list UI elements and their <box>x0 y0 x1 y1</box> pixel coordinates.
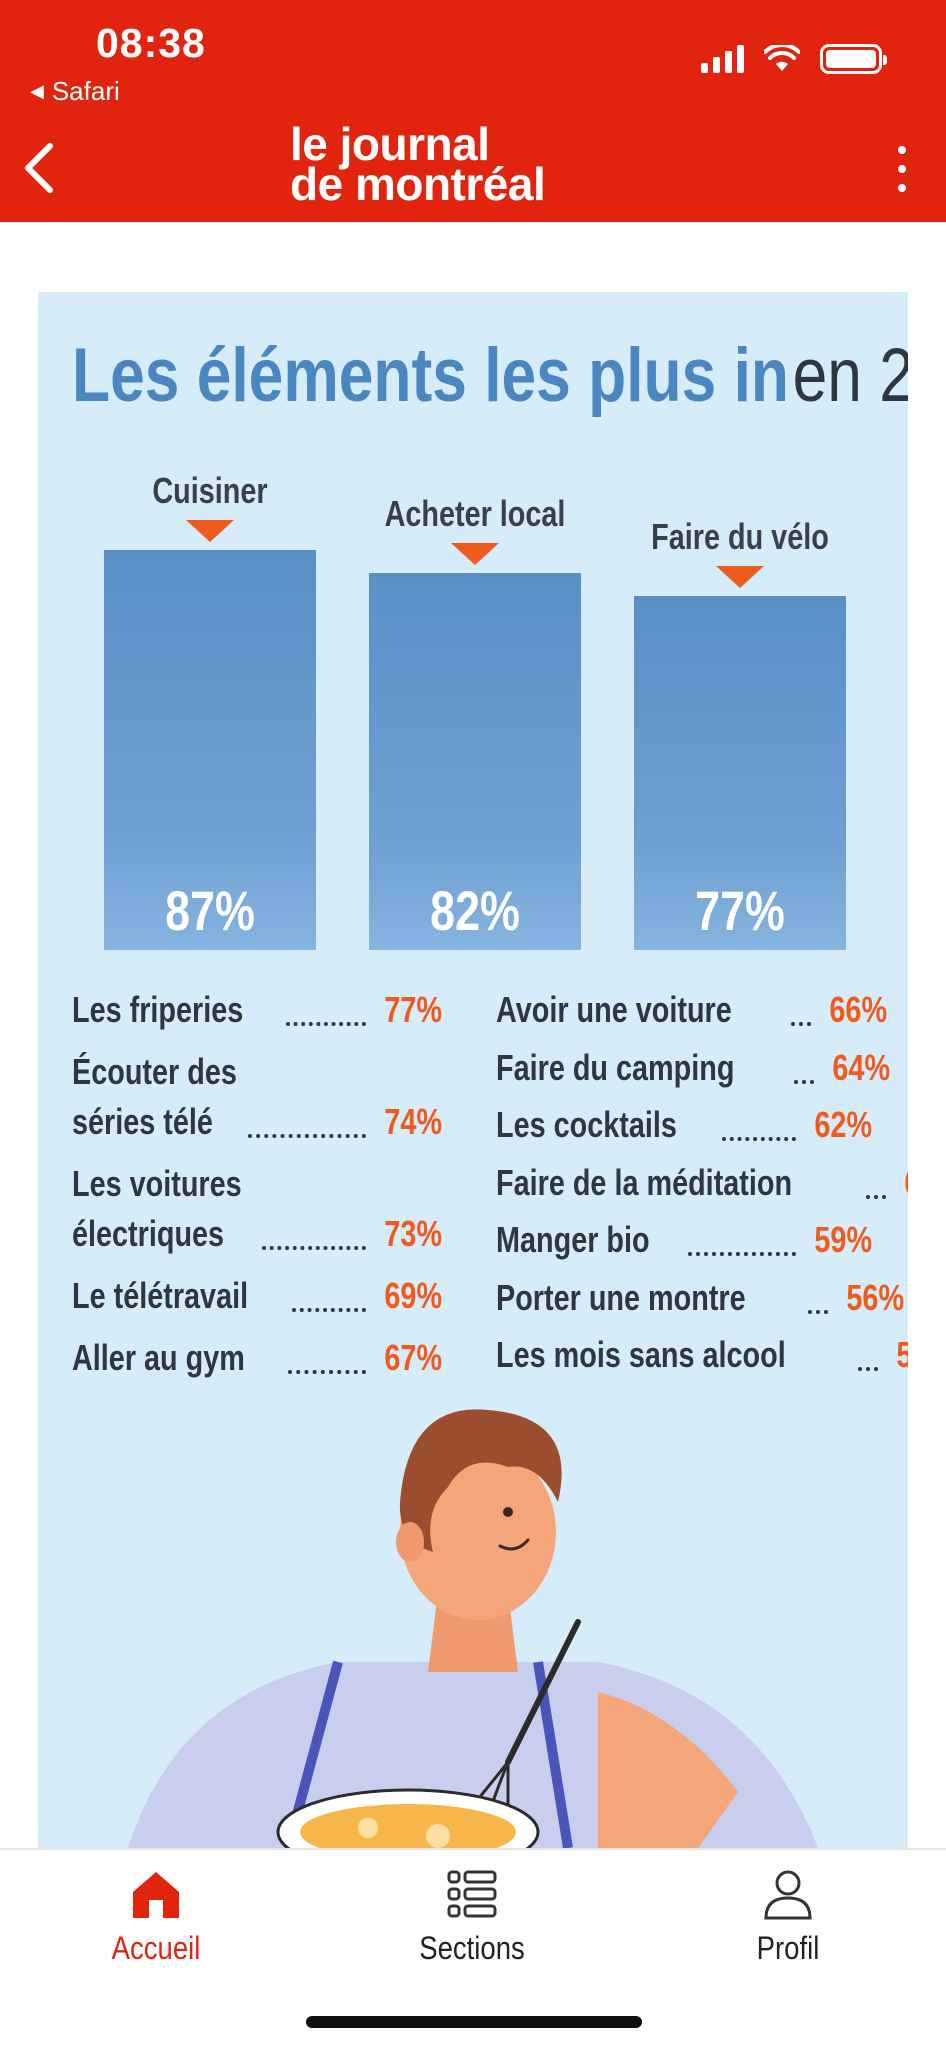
left-ranking-list: Les friperies 77% Écouter des séries télé 74… <box>72 292 442 1392</box>
leader-dots <box>262 1246 366 1250</box>
leader-dots <box>688 1252 796 1256</box>
list-item-value: 74% <box>384 1101 442 1142</box>
cook-illustration <box>128 1409 818 1848</box>
list-item: électriques 73% <box>72 1206 442 1262</box>
cellular-signal-icon <box>701 45 744 73</box>
list-item-label-line1: Écouter des <box>72 1051 237 1092</box>
bar-arrow-icon <box>716 566 764 588</box>
list-item-label: Avoir une voiture <box>496 989 732 1030</box>
infographic-title: Les éléments les plus in en 2024 <box>72 332 908 419</box>
sections-list-icon <box>447 1870 497 1918</box>
leader-dots <box>292 1308 366 1312</box>
list-item-label: électriques <box>72 1213 225 1254</box>
list-item: Avoir une voiture 66% <box>496 982 887 1038</box>
list-item-label: Faire de la méditation <box>496 1161 793 1203</box>
bar-value-label: 87% <box>165 879 255 942</box>
list-item-value: 56% <box>897 1327 908 1383</box>
list-item-value: 69% <box>384 1275 442 1316</box>
logo-line-2: de montréal <box>290 158 546 210</box>
leader-dots <box>790 1022 811 1026</box>
tab-accueil-label: Accueil <box>111 1930 201 1966</box>
list-item-line: Les voitures <box>72 1156 442 1212</box>
list-item-label: Les cocktails <box>496 1104 677 1145</box>
tab-sections-label: Sections <box>419 1930 525 1966</box>
tab-profil-label: Profil <box>756 1930 820 1966</box>
list-item-label: Le télétravail <box>72 1275 249 1316</box>
leader-dots <box>286 1022 366 1026</box>
top-header: 08:38 ◀ Safari le journal de montréal <box>0 0 946 222</box>
logo-line-1: le journal <box>290 118 490 170</box>
list-item: Les friperies 77% <box>72 982 442 1038</box>
bar-category-label: Acheter local <box>384 493 566 534</box>
leader-dots <box>288 1370 366 1374</box>
bar-1 <box>104 550 316 950</box>
list-item-value: 56% <box>846 1276 905 1318</box>
list-item-line: Écouter des <box>72 1044 442 1100</box>
list-item: Le télétravail 69% <box>72 1268 442 1324</box>
leader-dots <box>866 1194 887 1199</box>
list-item-label: Faire du camping <box>496 1046 735 1088</box>
profile-icon <box>764 1870 812 1920</box>
bar-arrow-icon <box>186 520 234 542</box>
list-item-label: Manger bio <box>496 1219 650 1260</box>
list-item: Aller au gym 67% <box>72 1330 442 1386</box>
leader-dots <box>808 1309 829 1314</box>
list-item-value: 62% <box>814 1104 872 1145</box>
tab-sections[interactable]: Sections <box>372 1868 572 1967</box>
back-chevron-icon[interactable] <box>20 138 60 198</box>
leader-dots <box>858 1367 879 1371</box>
status-time: 08:38 <box>96 20 206 66</box>
list-item-label: Les mois sans alcool <box>496 1334 786 1375</box>
list-item-value: 64% <box>832 1046 891 1088</box>
list-item: séries télé 74% <box>72 1094 442 1150</box>
tab-profil[interactable]: Profil <box>688 1868 888 1967</box>
bar-category-label: Faire du vélo <box>651 516 829 557</box>
list-item: Les cocktails 62% <box>496 1097 872 1153</box>
list-item-label: séries télé <box>72 1101 213 1142</box>
bottom-tab-bar: Accueil Sections Profil <box>0 1848 946 2048</box>
tab-accueil[interactable]: Accueil <box>56 1868 256 1967</box>
right-ranking-list: Avoir une voiture 66% Faire du camping 64% L… <box>496 292 908 1392</box>
leader-dots <box>794 1079 815 1084</box>
back-app-label: Safari <box>51 76 120 106</box>
list-item: Faire du camping 64% <box>496 1040 890 1096</box>
bar-value-label: 82% <box>430 879 520 942</box>
list-item: Faire de la méditation 61% <box>496 1155 908 1211</box>
wifi-icon <box>764 45 800 71</box>
back-to-safari-link[interactable]: ◀ Safari <box>30 76 120 107</box>
list-item-label-line1: Les voitures <box>72 1163 242 1204</box>
list-item-value: 73% <box>384 1213 442 1254</box>
bar-value-label: 77% <box>695 879 785 942</box>
home-indicator[interactable] <box>306 2016 642 2028</box>
list-item-value: 59% <box>814 1219 872 1260</box>
title-main: Les éléments les plus in <box>72 333 789 418</box>
list-item-label: Aller au gym <box>72 1337 245 1378</box>
newspaper-logo[interactable]: le journal de montréal <box>290 118 670 210</box>
list-item: Porter une montre 56% <box>496 1270 904 1326</box>
bar-category-label: Cuisiner <box>152 470 268 511</box>
bar-2 <box>369 573 581 950</box>
leader-dots <box>722 1137 796 1141</box>
list-item-value: 77% <box>384 989 442 1030</box>
infographic-panel: Les éléments les plus in en 2024 87% Cuis… <box>38 292 908 1848</box>
leader-dots <box>248 1134 366 1138</box>
list-item-label: Les friperies <box>72 989 244 1030</box>
more-options-icon[interactable] <box>896 146 908 192</box>
title-year: en 2024 <box>792 333 908 418</box>
list-item-value: 61% <box>905 1155 908 1211</box>
top3-bar-chart: 87% Cuisiner 82% Acheter local 77% Faire du v… <box>38 292 908 992</box>
list-item: Les mois sans alcool 56% <box>496 1327 908 1383</box>
battery-icon <box>820 44 887 74</box>
bar-3 <box>634 596 846 950</box>
list-item-value: 67% <box>384 1337 442 1378</box>
list-item: Manger bio 59% <box>496 1212 872 1268</box>
list-item-value: 66% <box>829 989 887 1030</box>
bar-arrow-icon <box>451 543 499 565</box>
list-item-label: Porter une montre <box>496 1276 746 1318</box>
home-icon <box>133 1872 179 1918</box>
back-triangle-icon: ◀ <box>30 81 44 101</box>
status-icons <box>701 44 887 74</box>
